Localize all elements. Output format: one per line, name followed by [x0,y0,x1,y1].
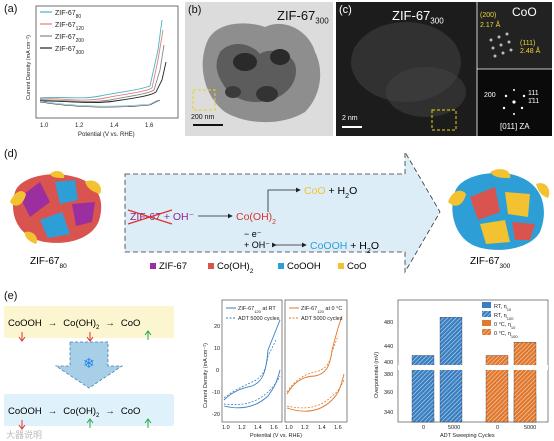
bar-ytick-3: 380 [384,372,393,378]
panel-label-a: (a) [4,3,18,15]
bar-1-0 [411,355,435,423]
cv1-xtick-0: 1.0 [222,425,230,431]
bar-ytick-2: 400 [384,360,393,366]
panel-b: (b) ZIF-67300 200 nm [185,2,333,136]
cv2-xtick-1: 1.2 [301,425,309,431]
cv-xlabel: Potential (V vs. RHE) [250,433,302,439]
d-legend: ZIF-67 Co(OH)2 CoOOH CoO [150,261,367,275]
cv-ytick-3: -10 [212,390,220,396]
a-xtick-0: 1.0 [40,123,49,129]
cv2-legend-1: ZIF-67120 at 0 °C [301,306,342,314]
c-za: [011] ZA [500,122,530,131]
watermark: 大器说明 [6,430,43,440]
svg-text:RT, η10: RT, η10 [494,304,512,312]
a-xtick-3: 1.6 [145,123,154,129]
cv2-xtick-3: 1.6 [334,425,342,431]
cv-ytick-1: 10 [214,346,220,352]
cv1-xtick-1: 1.2 [238,425,246,431]
svg-text:ZIF-67120: ZIF-67120 [55,22,84,32]
cv2-xtick-0: 1.0 [285,425,293,431]
bar-ytick-0: 480 [384,320,393,326]
svg-text:ZIF-6780: ZIF-6780 [55,10,81,20]
c-title: ZIF-67300 [392,8,444,26]
c-d111: (111) [520,40,536,47]
panel-label-d: (d) [4,148,18,160]
panel-e: (e) CoOOH → Co(OH)2 → CoO ❄ CoOOH → Co(OH)2 → Co… [0,290,554,441]
svg-text:0 °C, η100: 0 °C, η100 [494,331,518,339]
bar-ytick-1: 440 [384,344,393,350]
panel-a: (a) 1.0 1.2 1.4 1.6 Potential (V vs. RHE… [0,0,183,140]
a-xtick-2: 1.4 [110,123,119,129]
bar-ytick-5: 340 [384,410,393,416]
bar-xtick-2: 0 [496,425,499,431]
e-row1: CoOOH → Co(OH)2 → CoO [8,318,140,331]
d-right-label: ZIF-67300 [470,256,511,270]
c-scale: 2 nm [342,115,358,122]
bar-3-2 [485,355,509,423]
cv-ytick-0: 20 [214,324,220,330]
cv2-xtick-2: 1.4 [318,425,326,431]
bar-ytick-4: 360 [384,390,393,396]
a-legend: ZIF-6780 ZIF-67120 ZIF-67200 ZIF-67300 [40,10,84,56]
bar-legend: RT, η10 RT, η100 0 °C, η10 0 °C, η100 [482,302,518,339]
svg-text:ZIF-67300: ZIF-67300 [55,46,84,56]
panel-label-c: (c) [339,4,352,16]
snowflake-icon: ❄ [83,356,95,372]
cv1-legend-1: ZIF-67120 at RT [238,306,276,314]
c-d200v: 2.17 Å [480,22,501,29]
e-row2: CoOOH → Co(OH)2 → CoO [8,406,140,419]
cv-ylabel: Current Density (mA cm⁻²) [203,343,209,408]
cv1-xtick-2: 1.4 [254,425,262,431]
d-reactant: ZIF-67 + OH⁻ [130,211,195,223]
panel-label-b: (b) [188,4,202,16]
bar-xlabel: ADT Sweeping Cycles [440,433,495,439]
b-title: ZIF-67300 [277,8,329,26]
a-ylabel: Current Density (mA cm⁻²) [26,35,32,100]
c-inset-title: CoO [512,5,537,19]
a-xtick-1: 1.2 [75,123,84,129]
d-minus-e: − e⁻ [244,229,262,239]
chart-a: 1.0 1.2 1.4 1.6 Potential (V vs. RHE) Cu… [26,5,179,138]
bar-xtick-0: 0 [422,425,425,431]
c-d111v: 2.48 Å [520,48,541,55]
svg-text:CoO: CoO [347,261,367,272]
c-d200: (200) [480,12,497,19]
scheme-d: ZIF-6780 ZIF-67 + OH⁻ Co(OH)2 CoO + H2O … [10,150,550,275]
svg-text:0 °C, η10: 0 °C, η10 [494,322,516,330]
cv2-legend-2: ADT 5000 cycles [301,316,343,322]
scheme-e: CoOOH → Co(OH)2 → CoO ❄ CoOOH → Co(OH)2 → CoO ZI… [4,299,549,439]
svg-text:RT, η100: RT, η100 [494,313,514,321]
svg-text:ZIF-67200: ZIF-67200 [55,34,84,44]
d-left-label: ZIF-6780 [30,256,67,270]
b-scale: 200 nm [191,114,215,121]
bar-series [411,317,537,423]
tem-image-b [185,2,333,136]
d-product-1: CoO + H2O [304,185,357,200]
particle-right [448,169,550,250]
svg-text:CoOOH: CoOOH [287,261,321,272]
bar-ylabel: Overpotential (mV) [374,352,380,398]
svg-text:Co(OH)2: Co(OH)2 [217,261,254,275]
cv1-xtick-3: 1.6 [270,425,278,431]
particle-left [10,171,102,244]
svg-text:ZIF-67: ZIF-67 [159,261,187,272]
cv-ytick-2: 0 [216,368,219,374]
cv1-legend-2: ADT 5000 cycles [238,316,280,322]
d-product-2: CoOOH + H2O [310,240,379,255]
bar-3-3 [513,342,537,423]
panel-c: (c) ZIF-67300 CoO (200) 2.17 Å (111) 2.4… [336,2,552,136]
d-intermediate: Co(OH)2 [236,211,276,226]
c-fft-111b: 1̄11 [528,98,540,105]
bar-xtick-3: 5000 [524,425,536,431]
panel-label-e: (e) [4,290,18,302]
c-fft-200: 200 [484,92,496,99]
cv-ytick-4: -20 [212,412,220,418]
bar-xtick-1: 5000 [448,425,460,431]
hrtem-image-c [336,2,552,136]
panel-d: (d) ZIF-6780 ZIF-67 + OH⁻ Co(OH)2 CoO + … [0,142,554,282]
c-fft-111: 111 [528,90,539,97]
a-xlabel: Potential (V vs. RHE) [78,132,135,138]
d-plus-oh: + OH⁻ [244,240,270,250]
